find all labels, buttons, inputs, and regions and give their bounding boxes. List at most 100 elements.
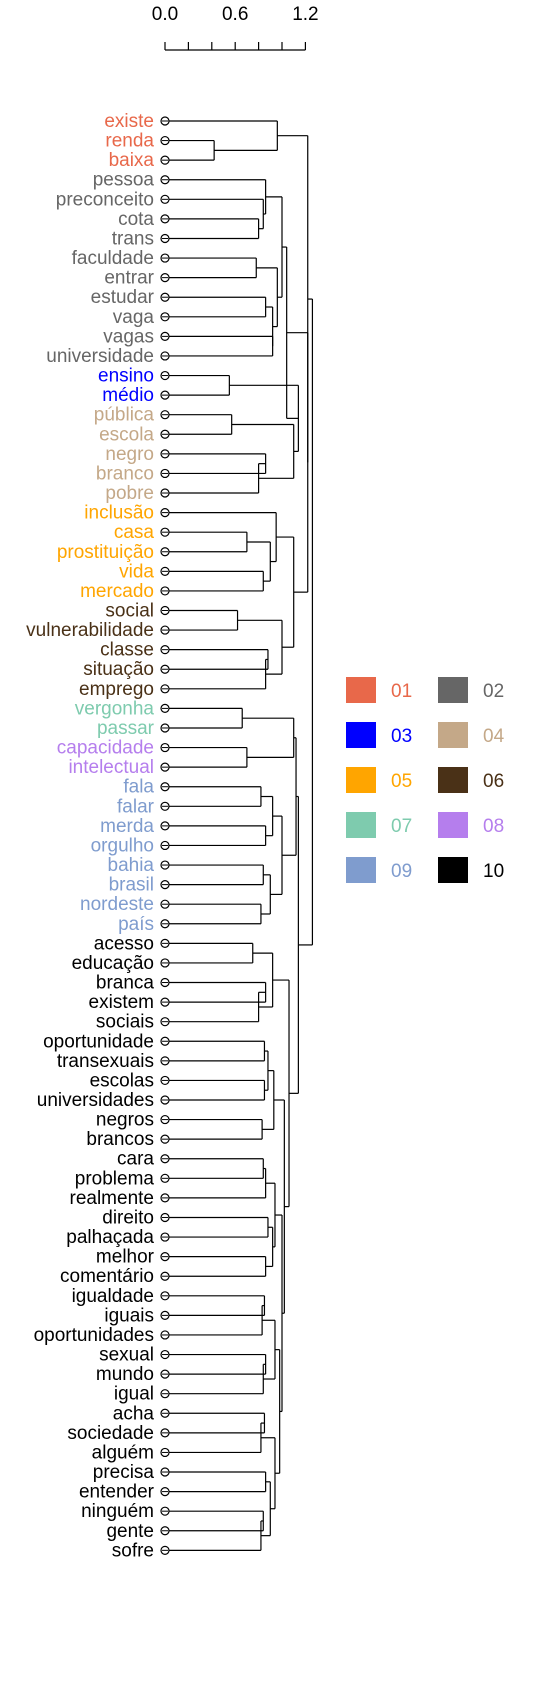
scale-tick-label: 0.6: [222, 4, 248, 25]
height-scale-bar: 0.0 0.6 1.2: [152, 4, 319, 51]
legend-label: 05: [391, 771, 412, 792]
legend-swatch: [438, 857, 468, 883]
legend-label: 10: [483, 861, 504, 882]
leaf-label: acha: [113, 1403, 155, 1424]
leaf-label: entender: [79, 1482, 155, 1503]
leaf-label: universidade: [46, 346, 154, 367]
legend-label: 09: [391, 861, 412, 882]
leaf-label: passar: [97, 718, 155, 739]
legend-label: 02: [483, 681, 504, 702]
leaf-label: mundo: [96, 1364, 154, 1385]
leaf-label: cara: [117, 1149, 154, 1170]
leaf-label: melhor: [96, 1247, 155, 1268]
leaf-label: cota: [118, 209, 154, 230]
legend-swatch: [438, 722, 468, 748]
leaf-label: estudar: [91, 287, 155, 308]
legend-swatch: [438, 812, 468, 838]
leaf-label: entrar: [104, 268, 154, 289]
legend-swatch: [346, 812, 376, 838]
leaf-label: existe: [104, 111, 154, 132]
leaf-label: faculdade: [72, 248, 154, 269]
leaf-label: baixa: [109, 150, 155, 171]
leaf-label: vergonha: [75, 698, 155, 719]
leaf-label: pública: [94, 405, 155, 426]
leaf-label: intelectual: [68, 757, 154, 778]
leaf-label: vida: [119, 561, 154, 582]
leaf-label: vaga: [113, 307, 155, 328]
leaf-label: branca: [96, 973, 155, 994]
leaf-label: escolas: [90, 1070, 154, 1091]
leaf-label: fala: [123, 777, 154, 798]
leaf-label: renda: [105, 131, 154, 152]
leaf-label: negros: [96, 1110, 154, 1131]
legend-label: 03: [391, 726, 412, 747]
leaf-label: realmente: [70, 1188, 155, 1209]
leaf-label: oportunidade: [43, 1031, 154, 1052]
leaf-label: universidades: [37, 1090, 154, 1111]
legend-swatch: [346, 767, 376, 793]
legend-swatch: [438, 677, 468, 703]
leaf-label: igualdade: [72, 1286, 154, 1307]
leaf-label: ensino: [98, 366, 154, 387]
legend-swatch: [346, 677, 376, 703]
legend-label: 01: [391, 681, 412, 702]
leaf-label: educação: [72, 953, 154, 974]
leaf-label: emprego: [79, 679, 154, 700]
leaf-label: merda: [100, 816, 154, 837]
leaf-label: brasil: [109, 875, 154, 896]
legend-swatch: [438, 767, 468, 793]
leaf-label: sexual: [99, 1345, 154, 1366]
scale-tick-label: 0.0: [152, 4, 178, 25]
leaf-label: precisa: [93, 1462, 155, 1483]
leaf-label: gente: [106, 1521, 154, 1542]
leaf-label: preconceito: [56, 189, 154, 210]
leaf-label: sofre: [112, 1540, 154, 1561]
leaf-label: igual: [114, 1384, 154, 1405]
leaf-labels: existerendabaixapessoapreconceitocotatra…: [26, 111, 170, 1561]
leaf-label: iguais: [104, 1305, 154, 1326]
leaf-label: brancos: [86, 1129, 154, 1150]
cluster-legend: 01 02 03 04 05 06 07 08 09 10: [346, 677, 505, 883]
dendrogram-tree: [169, 120, 314, 1551]
legend-swatch: [346, 857, 376, 883]
leaf-label: branco: [96, 463, 154, 484]
leaf-label: vagas: [103, 326, 154, 347]
leaf-label: pobre: [105, 483, 154, 504]
leaf-label: negro: [105, 444, 154, 465]
leaf-label: pessoa: [93, 170, 155, 191]
leaf-label: vulnerabilidade: [26, 620, 154, 641]
legend-swatch: [346, 722, 376, 748]
leaf-label: trans: [112, 228, 154, 249]
leaf-label: médio: [102, 385, 154, 406]
leaf-label: nordeste: [80, 894, 154, 915]
leaf-label: sociedade: [67, 1423, 154, 1444]
leaf-label: inclusão: [84, 503, 154, 524]
leaf-label: palhaçada: [66, 1227, 154, 1248]
leaf-label: falar: [117, 796, 155, 817]
leaf-label: orgulho: [91, 835, 154, 856]
leaf-label: comentário: [60, 1266, 154, 1287]
leaf-label: casa: [114, 522, 155, 543]
leaf-label: escola: [99, 424, 154, 445]
leaf-label: problema: [75, 1168, 155, 1189]
leaf-label: situação: [83, 659, 154, 680]
leaf-label: classe: [100, 640, 154, 661]
leaf-label: país: [118, 914, 154, 935]
leaf-label: existem: [89, 992, 154, 1013]
leaf-label: mercado: [80, 581, 154, 602]
legend-label: 04: [483, 726, 505, 747]
leaf-label: acesso: [94, 933, 154, 954]
leaf-label: direito: [102, 1207, 154, 1228]
legend-label: 08: [483, 816, 504, 837]
legend-label: 07: [391, 816, 412, 837]
leaf-label: sociais: [96, 1012, 154, 1033]
leaf-label: social: [105, 601, 154, 622]
legend-label: 06: [483, 771, 504, 792]
leaf-label: oportunidades: [34, 1325, 154, 1346]
leaf-label: prostituição: [57, 542, 154, 563]
scale-tick-label: 1.2: [292, 4, 318, 25]
leaf-label: alguém: [92, 1442, 154, 1463]
leaf-label: bahia: [108, 855, 155, 876]
leaf-label: transexuais: [57, 1051, 154, 1072]
